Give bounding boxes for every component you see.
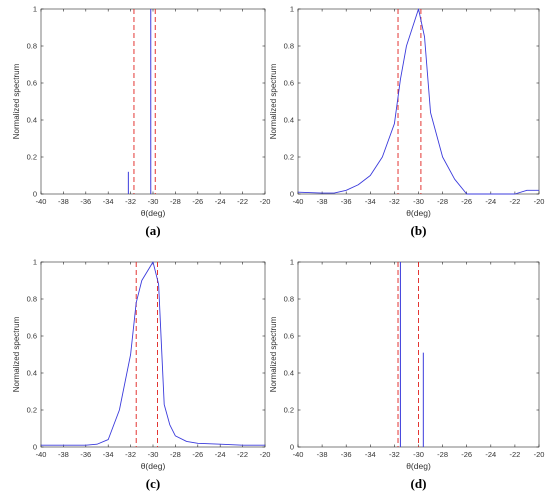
x-tick-label: -38 — [58, 450, 69, 459]
x-tick-label: -28 — [437, 450, 448, 459]
x-tick-label: -30 — [148, 450, 159, 459]
spectrum-line — [297, 8, 539, 195]
y-axis-label: Normalized spectrum — [269, 63, 278, 139]
x-axis-label: θ(deg) — [141, 208, 166, 218]
plot-area-frame — [297, 8, 540, 195]
panel-label: (d) — [411, 476, 427, 491]
x-tick-label: -22 — [509, 450, 520, 459]
x-tick-label: -34 — [365, 450, 376, 459]
x-tick-label: -34 — [103, 197, 114, 206]
spectrum-line — [41, 261, 265, 446]
x-tick-label: -40 — [293, 197, 304, 206]
y-tick-label: 0.6 — [284, 79, 294, 88]
x-tick-label: -30 — [413, 197, 424, 206]
y-tick-label: 1 — [290, 258, 294, 267]
y-tick-label: 0.6 — [284, 332, 294, 341]
y-tick-label: 0.4 — [27, 369, 37, 378]
x-axis-label: θ(deg) — [406, 208, 431, 218]
x-axis-label: θ(deg) — [141, 461, 166, 471]
chart-panel-2: -40 -38 -36 -34 -32 -30 -28 -26 -24 -22 -20 0 0.2 0.4… — [269, 5, 544, 238]
x-tick-label: -28 — [170, 197, 181, 206]
x-tick-label: -20 — [260, 450, 271, 459]
y-tick-label: 0.6 — [27, 332, 37, 341]
x-tick-label: -40 — [36, 197, 47, 206]
x-tick-label: -38 — [317, 450, 328, 459]
x-tick-label: -28 — [170, 450, 181, 459]
x-tick-label: -32 — [389, 450, 400, 459]
y-axis-label: Normalized spectrum — [12, 316, 21, 392]
y-tick-label: 1 — [290, 5, 294, 14]
y-tick-label: 0.2 — [284, 406, 294, 415]
x-tick-label: -36 — [80, 450, 91, 459]
x-tick-label: -30 — [148, 197, 159, 206]
x-tick-label: -24 — [215, 197, 226, 206]
x-tick-label: -20 — [534, 450, 545, 459]
y-tick-label: 1 — [33, 258, 37, 267]
chart-panel-4: -40 -38 -36 -34 -32 -30 -28 -26 -24 -22 -20 0 0.2 0.4… — [269, 258, 544, 491]
panel-label: (b) — [411, 223, 427, 238]
y-tick-label: 0.6 — [27, 79, 37, 88]
y-tick-label: 0 — [290, 190, 294, 199]
x-tick-label: -26 — [461, 197, 472, 206]
y-tick-label: 0.4 — [284, 116, 294, 125]
x-tick-label: -24 — [215, 450, 226, 459]
y-tick-label: 0 — [290, 443, 294, 452]
x-tick-label: -30 — [413, 450, 424, 459]
y-tick-label: 0.2 — [27, 406, 37, 415]
x-tick-label: -32 — [125, 450, 136, 459]
x-tick-label: -26 — [461, 450, 472, 459]
y-tick-label: 0.8 — [27, 42, 37, 51]
x-tick-label: -34 — [103, 450, 114, 459]
x-tick-label: -22 — [237, 197, 248, 206]
plot-area-frame — [40, 261, 266, 448]
y-tick-label: 0.4 — [284, 369, 294, 378]
y-tick-label: 0.2 — [284, 153, 294, 162]
y-axis-label: Normalized spectrum — [12, 63, 21, 139]
x-axis-label: θ(deg) — [406, 461, 431, 471]
x-tick-label: -22 — [509, 197, 520, 206]
y-tick-label: 0 — [33, 190, 37, 199]
x-tick-label: -40 — [293, 450, 304, 459]
y-tick-label: 0.8 — [284, 295, 294, 304]
x-tick-label: -38 — [317, 197, 328, 206]
y-tick-label: 0.4 — [27, 116, 37, 125]
x-tick-label: -34 — [365, 197, 376, 206]
x-tick-label: -36 — [341, 197, 352, 206]
x-tick-label: -32 — [389, 197, 400, 206]
panel-label: (a) — [145, 223, 160, 238]
panel-label: (c) — [146, 476, 160, 491]
chart-panel-3: -40 -38 -36 -34 -32 -30 -28 -26 -24 -22 -20 0 0.2 0.4… — [12, 258, 270, 491]
y-tick-label: 0 — [33, 443, 37, 452]
x-tick-label: -32 — [125, 197, 136, 206]
x-tick-label: -24 — [485, 197, 496, 206]
x-tick-label: -20 — [534, 197, 545, 206]
y-tick-label: 0.8 — [284, 42, 294, 51]
x-tick-label: -38 — [58, 197, 69, 206]
x-tick-label: -26 — [192, 197, 203, 206]
y-tick-label: 1 — [33, 5, 37, 14]
x-tick-label: -40 — [36, 450, 47, 459]
x-tick-label: -20 — [260, 197, 271, 206]
x-tick-label: -36 — [341, 450, 352, 459]
x-tick-label: -26 — [192, 450, 203, 459]
y-tick-label: 0.8 — [27, 295, 37, 304]
x-tick-label: -24 — [485, 450, 496, 459]
y-axis-label: Normalized spectrum — [269, 316, 278, 392]
x-tick-label: -22 — [237, 450, 248, 459]
y-tick-label: 0.2 — [27, 153, 37, 162]
chart-panel-1: -40 -38 -36 -34 -32 -30 -28 -26 -24 -22 -20 0 0.2 0.4… — [12, 5, 270, 238]
plot-area-frame — [40, 8, 266, 195]
x-tick-label: -36 — [80, 197, 91, 206]
x-tick-label: -28 — [437, 197, 448, 206]
